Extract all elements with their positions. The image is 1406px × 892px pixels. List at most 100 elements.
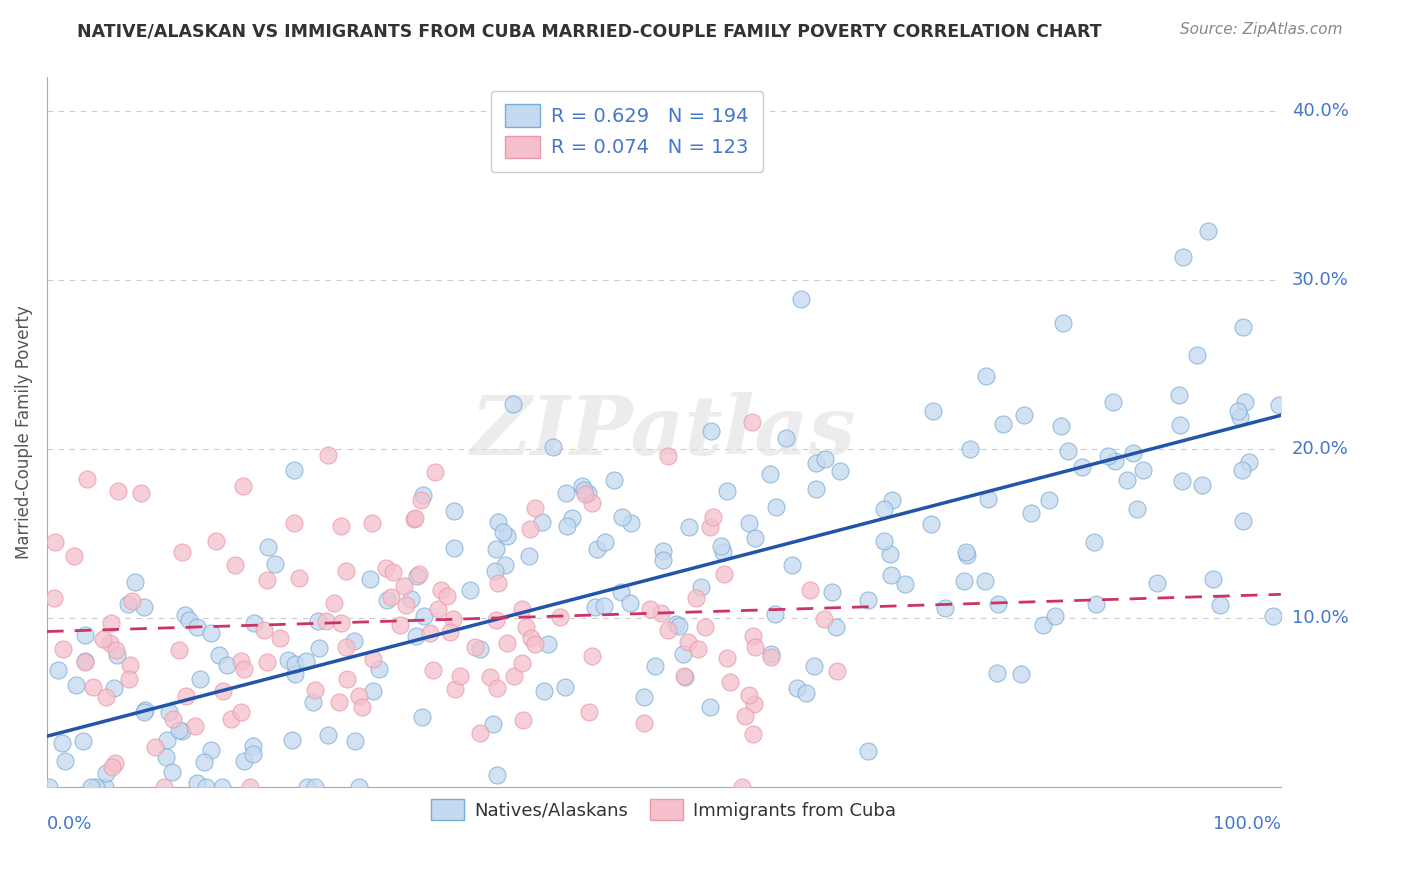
Legend: Natives/Alaskans, Immigrants from Cuba: Natives/Alaskans, Immigrants from Cuba: [425, 792, 904, 828]
Point: [304, 780, 326, 794]
Point: [657, 624, 679, 638]
Point: [134, 706, 156, 720]
Point: [619, 596, 641, 610]
Point: [1045, 609, 1067, 624]
Point: [486, 768, 509, 782]
Point: [512, 714, 534, 728]
Point: [283, 463, 305, 477]
Point: [894, 577, 917, 591]
Point: [673, 670, 696, 684]
Point: [955, 545, 977, 559]
Point: [672, 647, 695, 661]
Point: [813, 452, 835, 467]
Point: [423, 465, 446, 479]
Point: [418, 626, 440, 640]
Point: [1202, 572, 1225, 586]
Point: [1104, 454, 1126, 468]
Point: [657, 450, 679, 464]
Point: [76, 472, 98, 486]
Point: [974, 574, 997, 588]
Point: [519, 522, 541, 536]
Point: [678, 520, 700, 534]
Point: [485, 541, 508, 556]
Point: [427, 602, 450, 616]
Point: [1229, 410, 1251, 425]
Point: [763, 607, 786, 621]
Point: [253, 624, 276, 638]
Point: [167, 723, 190, 738]
Point: [179, 613, 201, 627]
Point: [44, 591, 66, 605]
Point: [1032, 618, 1054, 632]
Point: [402, 512, 425, 526]
Point: [439, 625, 461, 640]
Point: [162, 712, 184, 726]
Point: [576, 485, 599, 500]
Point: [347, 780, 370, 794]
Point: [581, 496, 603, 510]
Point: [344, 734, 367, 748]
Point: [219, 712, 242, 726]
Point: [744, 640, 766, 654]
Point: [821, 585, 844, 599]
Point: [987, 598, 1010, 612]
Point: [676, 635, 699, 649]
Point: [986, 666, 1008, 681]
Point: [1233, 394, 1256, 409]
Point: [401, 592, 423, 607]
Point: [977, 492, 1000, 507]
Point: [578, 705, 600, 719]
Point: [73, 654, 96, 668]
Point: [441, 612, 464, 626]
Point: [742, 629, 765, 643]
Point: [484, 613, 506, 627]
Point: [205, 533, 228, 548]
Point: [873, 501, 896, 516]
Point: [360, 573, 382, 587]
Point: [101, 760, 124, 774]
Point: [104, 756, 127, 770]
Point: [263, 557, 285, 571]
Point: [173, 607, 195, 622]
Point: [1019, 506, 1042, 520]
Point: [156, 732, 179, 747]
Point: [360, 516, 382, 530]
Point: [759, 647, 782, 661]
Point: [200, 743, 222, 757]
Point: [443, 541, 465, 556]
Point: [685, 591, 707, 606]
Point: [84, 780, 107, 794]
Point: [188, 672, 211, 686]
Point: [479, 670, 502, 684]
Point: [825, 620, 848, 634]
Point: [486, 576, 509, 591]
Point: [1230, 463, 1253, 477]
Point: [603, 473, 626, 487]
Text: 0.0%: 0.0%: [46, 815, 93, 833]
Point: [468, 641, 491, 656]
Point: [1209, 598, 1232, 612]
Point: [738, 688, 761, 702]
Point: [318, 728, 340, 742]
Point: [195, 780, 218, 794]
Point: [335, 564, 357, 578]
Point: [157, 706, 180, 720]
Point: [1116, 473, 1139, 487]
Point: [583, 599, 606, 614]
Text: 100.0%: 100.0%: [1213, 815, 1281, 833]
Point: [1263, 609, 1285, 624]
Point: [633, 716, 655, 731]
Point: [464, 640, 486, 655]
Point: [1168, 418, 1191, 433]
Point: [380, 590, 402, 604]
Point: [44, 535, 66, 549]
Point: [162, 765, 184, 780]
Point: [55, 754, 77, 768]
Point: [716, 483, 738, 498]
Point: [1126, 502, 1149, 516]
Point: [63, 549, 86, 564]
Point: [468, 725, 491, 739]
Point: [775, 431, 797, 445]
Point: [699, 700, 721, 714]
Point: [82, 680, 104, 694]
